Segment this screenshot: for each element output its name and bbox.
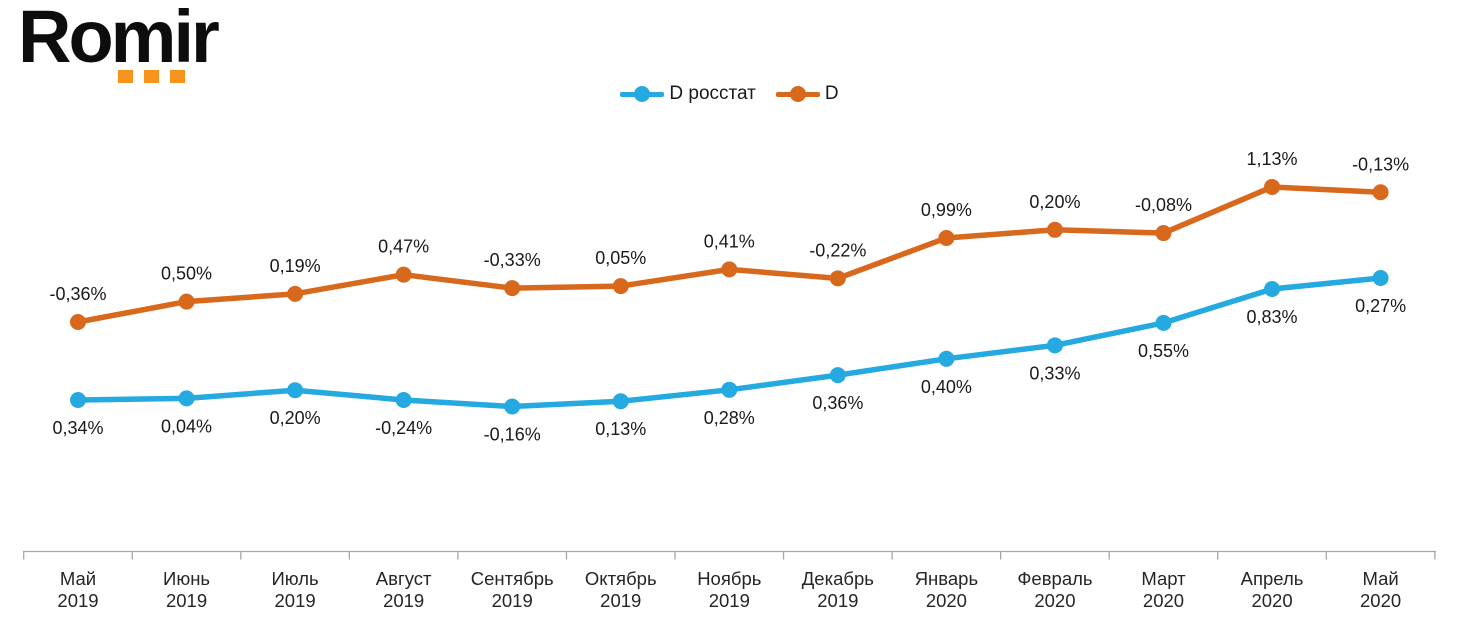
data-label: -0,33% bbox=[484, 250, 541, 270]
x-axis-label-month: Сентябрь bbox=[471, 568, 554, 589]
data-label: -0,16% bbox=[484, 425, 541, 445]
x-axis-label-year: 2020 bbox=[1360, 590, 1401, 611]
x-axis-label-year: 2019 bbox=[275, 590, 316, 611]
x-axis-label-month: Октябрь bbox=[585, 568, 657, 589]
romir-logo-squares bbox=[118, 70, 185, 83]
data-label: 0,47% bbox=[378, 237, 429, 257]
chart-legend: D росстат D bbox=[0, 83, 1459, 105]
data-label: 0,50% bbox=[161, 264, 212, 284]
chart-point bbox=[395, 266, 412, 283]
data-label: 0,20% bbox=[270, 408, 321, 428]
data-label: 0,41% bbox=[704, 231, 755, 251]
data-label: 0,19% bbox=[270, 256, 321, 276]
data-label: -0,13% bbox=[1352, 154, 1409, 174]
legend-marker-icon bbox=[620, 85, 665, 103]
chart-point bbox=[829, 367, 846, 384]
chart-point bbox=[287, 285, 304, 302]
data-label: 0,33% bbox=[1029, 363, 1080, 383]
chart-point bbox=[829, 270, 846, 287]
chart-point bbox=[1155, 314, 1172, 331]
x-axis-label-year: 2019 bbox=[383, 590, 424, 611]
chart-point bbox=[612, 393, 629, 410]
x-axis-label-month: Апрель bbox=[1241, 568, 1304, 589]
x-axis-label-year: 2019 bbox=[166, 590, 207, 611]
chart-point bbox=[721, 261, 738, 278]
legend-item: D росстат bbox=[620, 83, 756, 105]
data-label: 0,99% bbox=[921, 200, 972, 220]
x-axis-label-year: 2019 bbox=[600, 590, 641, 611]
chart-point bbox=[70, 314, 86, 330]
chart-point bbox=[395, 392, 412, 408]
x-axis-label-year: 2019 bbox=[817, 590, 858, 611]
x-axis-label-month: Март bbox=[1141, 568, 1186, 589]
chart-point bbox=[938, 229, 955, 246]
data-label: 0,83% bbox=[1247, 307, 1298, 327]
legend-marker-icon bbox=[775, 85, 820, 103]
data-label: 1,13% bbox=[1247, 149, 1298, 169]
chart-point bbox=[1264, 178, 1281, 195]
chart-point bbox=[938, 350, 955, 367]
chart-point bbox=[178, 390, 195, 407]
legend-label: D росстат bbox=[669, 83, 756, 104]
x-axis-label-year: 2020 bbox=[1251, 590, 1292, 611]
romir-logo: Romir bbox=[18, 0, 278, 100]
logo-square-icon bbox=[144, 70, 159, 83]
x-axis-label-month: Декабрь bbox=[802, 568, 874, 589]
data-label: 0,28% bbox=[704, 408, 755, 428]
chart-point bbox=[1155, 225, 1172, 242]
data-label: -0,22% bbox=[809, 240, 866, 260]
x-axis-label-month: Июль bbox=[271, 568, 318, 589]
chart-point bbox=[70, 392, 86, 408]
data-label: 0,20% bbox=[1029, 192, 1080, 212]
chart-point bbox=[287, 382, 304, 399]
data-label: -0,36% bbox=[49, 284, 106, 304]
x-axis-label-month: Ноябрь bbox=[697, 568, 761, 589]
data-label: 0,04% bbox=[161, 416, 212, 436]
legend-label: D bbox=[824, 83, 839, 104]
data-label: 0,36% bbox=[812, 393, 863, 413]
x-axis-label-year: 2020 bbox=[926, 590, 967, 611]
chart-point bbox=[178, 293, 195, 310]
x-axis-label-year: 2019 bbox=[57, 590, 98, 611]
data-label: 0,34% bbox=[52, 418, 103, 438]
legend-item: D bbox=[775, 83, 839, 105]
chart-point bbox=[612, 278, 629, 295]
chart-point bbox=[1046, 221, 1063, 238]
chart-point bbox=[504, 280, 521, 297]
logo-square-icon bbox=[170, 70, 185, 83]
chart-point bbox=[1264, 281, 1281, 298]
data-label: 0,55% bbox=[1138, 341, 1189, 361]
chart-point bbox=[1046, 337, 1063, 354]
x-axis-label-month: Июнь bbox=[163, 568, 210, 589]
data-label: -0,24% bbox=[375, 418, 432, 438]
x-axis-label-month: Май bbox=[1362, 568, 1398, 589]
x-axis-label-month: Август bbox=[376, 568, 432, 589]
x-axis-label-month: Февраль bbox=[1017, 568, 1092, 589]
romir-logo-text: Romir bbox=[18, 0, 220, 78]
data-label: 0,13% bbox=[595, 419, 646, 439]
data-label: 0,05% bbox=[595, 248, 646, 268]
chart-point bbox=[1372, 270, 1389, 287]
data-label: 0,40% bbox=[921, 377, 972, 397]
chart-point bbox=[721, 381, 738, 398]
x-axis-label-year: 2020 bbox=[1034, 590, 1075, 611]
chart-point bbox=[1372, 184, 1389, 201]
x-axis-label-year: 2019 bbox=[492, 590, 533, 611]
data-label: -0,08% bbox=[1135, 195, 1192, 215]
x-axis-label-month: Январь bbox=[915, 568, 978, 589]
data-label: 0,27% bbox=[1355, 296, 1406, 316]
logo-square-icon bbox=[118, 70, 133, 83]
x-axis-label-month: Май bbox=[60, 568, 96, 589]
x-axis-label-year: 2019 bbox=[709, 590, 750, 611]
chart-point bbox=[504, 398, 521, 415]
x-axis-label-year: 2020 bbox=[1143, 590, 1184, 611]
